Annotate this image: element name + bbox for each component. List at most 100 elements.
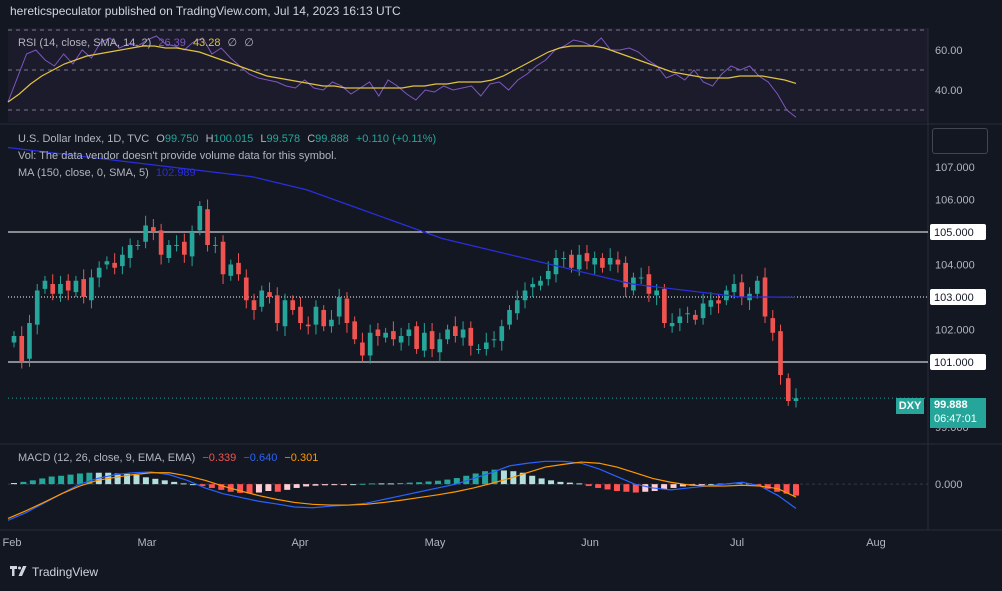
macd-histogram-bar: [519, 472, 526, 485]
candle-body: [453, 326, 458, 336]
candle-body: [212, 245, 218, 246]
macd-histogram-bar: [199, 484, 206, 487]
candle-body: [305, 324, 311, 327]
candle-body: [615, 259, 621, 265]
candle-body: [499, 326, 505, 341]
macd-histogram-bar: [642, 484, 649, 492]
candle-body: [491, 339, 497, 341]
level-label-box: [930, 354, 986, 370]
macd-histogram-bar: [246, 484, 253, 494]
candle-body: [174, 245, 179, 246]
macd-histogram-bar: [190, 484, 197, 486]
rsi-tick-label: 60.00: [935, 45, 963, 57]
candle-body: [166, 245, 172, 258]
candle-body: [321, 310, 327, 327]
macd-histogram-bar: [331, 484, 338, 486]
rsi-legend: RSI (14, close, SMA, 14, 2) 26.39 43.28 …: [18, 36, 258, 49]
candle-body: [274, 295, 280, 323]
candle-body: [19, 336, 25, 362]
macd-histogram-bar: [774, 484, 781, 492]
time-tick-label: Mar: [138, 537, 157, 549]
candle-body: [600, 258, 605, 268]
candle-body: [538, 280, 543, 286]
candle-body: [205, 209, 210, 245]
candle-body: [584, 253, 590, 262]
macd-histogram-bar: [783, 484, 790, 494]
scale-toggle-box[interactable]: [932, 128, 988, 154]
price-tick-label: 106.000: [935, 195, 975, 207]
footer-brand[interactable]: TradingView: [10, 565, 98, 579]
macd-histogram-bar: [557, 481, 564, 485]
macd-value: −0.640: [243, 452, 278, 464]
open-label: O: [156, 133, 165, 145]
macd-histogram-bar: [585, 484, 592, 487]
candle-body: [522, 290, 528, 301]
macd-histogram-bar: [378, 483, 385, 485]
candle-body: [422, 332, 427, 351]
rsi-tick-label: 40.00: [935, 85, 963, 97]
candle-body: [514, 300, 520, 314]
candle-body: [120, 254, 125, 267]
candle-body: [677, 316, 683, 323]
macd-tick-label: 0.000: [935, 479, 963, 491]
symbol-label: U.S. Dollar Index, 1D, TVC: [18, 133, 150, 145]
rsi-ma-value: 43.28: [192, 37, 221, 49]
time-tick-label: Jul: [730, 537, 744, 549]
candle-body: [236, 262, 241, 275]
candle-body: [778, 331, 783, 375]
candle-body: [391, 331, 396, 340]
macd-histogram-bar: [39, 478, 46, 485]
candle-body: [607, 258, 613, 265]
candle-body: [298, 306, 303, 323]
candle-body: [754, 280, 760, 294]
candle-body: [352, 321, 357, 340]
candle-body: [623, 262, 628, 288]
candle-body: [135, 245, 141, 246]
candle-body: [708, 300, 714, 307]
candle-body: [313, 306, 319, 325]
ticker-badge: DXY: [896, 398, 924, 414]
macd-histogram-bar: [425, 481, 432, 485]
macd-histogram-bar: [434, 480, 441, 485]
candle-body: [429, 331, 435, 349]
macd-histogram-bar: [736, 482, 743, 485]
candle-body: [282, 300, 288, 327]
candle-body: [375, 329, 381, 336]
candle-body: [662, 288, 667, 323]
footer-brand-label: TradingView: [32, 565, 99, 579]
macd-histogram-bar: [293, 484, 300, 488]
candle-body: [65, 280, 71, 291]
candle-body: [367, 332, 373, 356]
candle-body: [220, 241, 226, 275]
macd-histogram-bar: [274, 484, 281, 492]
time-tick-label: May: [425, 537, 446, 549]
candle-body: [545, 271, 551, 280]
price-tick-label: 102.000: [935, 325, 975, 337]
level-label-box: [930, 289, 986, 305]
rsi-extra-2: ∅: [244, 37, 254, 49]
macd-histogram-bar: [387, 483, 394, 485]
macd-histogram-bar: [303, 484, 310, 487]
candle-body: [27, 323, 32, 359]
candle-body: [731, 284, 737, 293]
candle-body: [669, 323, 675, 327]
change-value: +0.110 (+0.11%): [355, 133, 437, 145]
macd-histogram-bar: [708, 484, 715, 486]
candle-body: [785, 378, 791, 401]
candle-body: [468, 327, 474, 346]
macd-histogram-bar: [793, 484, 799, 496]
candle-body: [445, 329, 450, 340]
price-badge: 99.888 06:47:01: [930, 398, 986, 428]
macd-histogram-bar: [142, 477, 149, 485]
candle-body: [73, 280, 79, 293]
candle-body: [151, 227, 156, 232]
close-value: 99.888: [315, 133, 349, 145]
candle-body: [259, 290, 265, 307]
ma-label: MA (150, close, 0, SMA, 5): [18, 167, 149, 179]
time-tick-label: Feb: [3, 537, 22, 549]
candle-body: [50, 284, 56, 294]
macd-histogram-bar: [208, 484, 215, 488]
macd-histogram-bar: [416, 482, 423, 485]
macd-histogram-bar: [679, 484, 686, 487]
